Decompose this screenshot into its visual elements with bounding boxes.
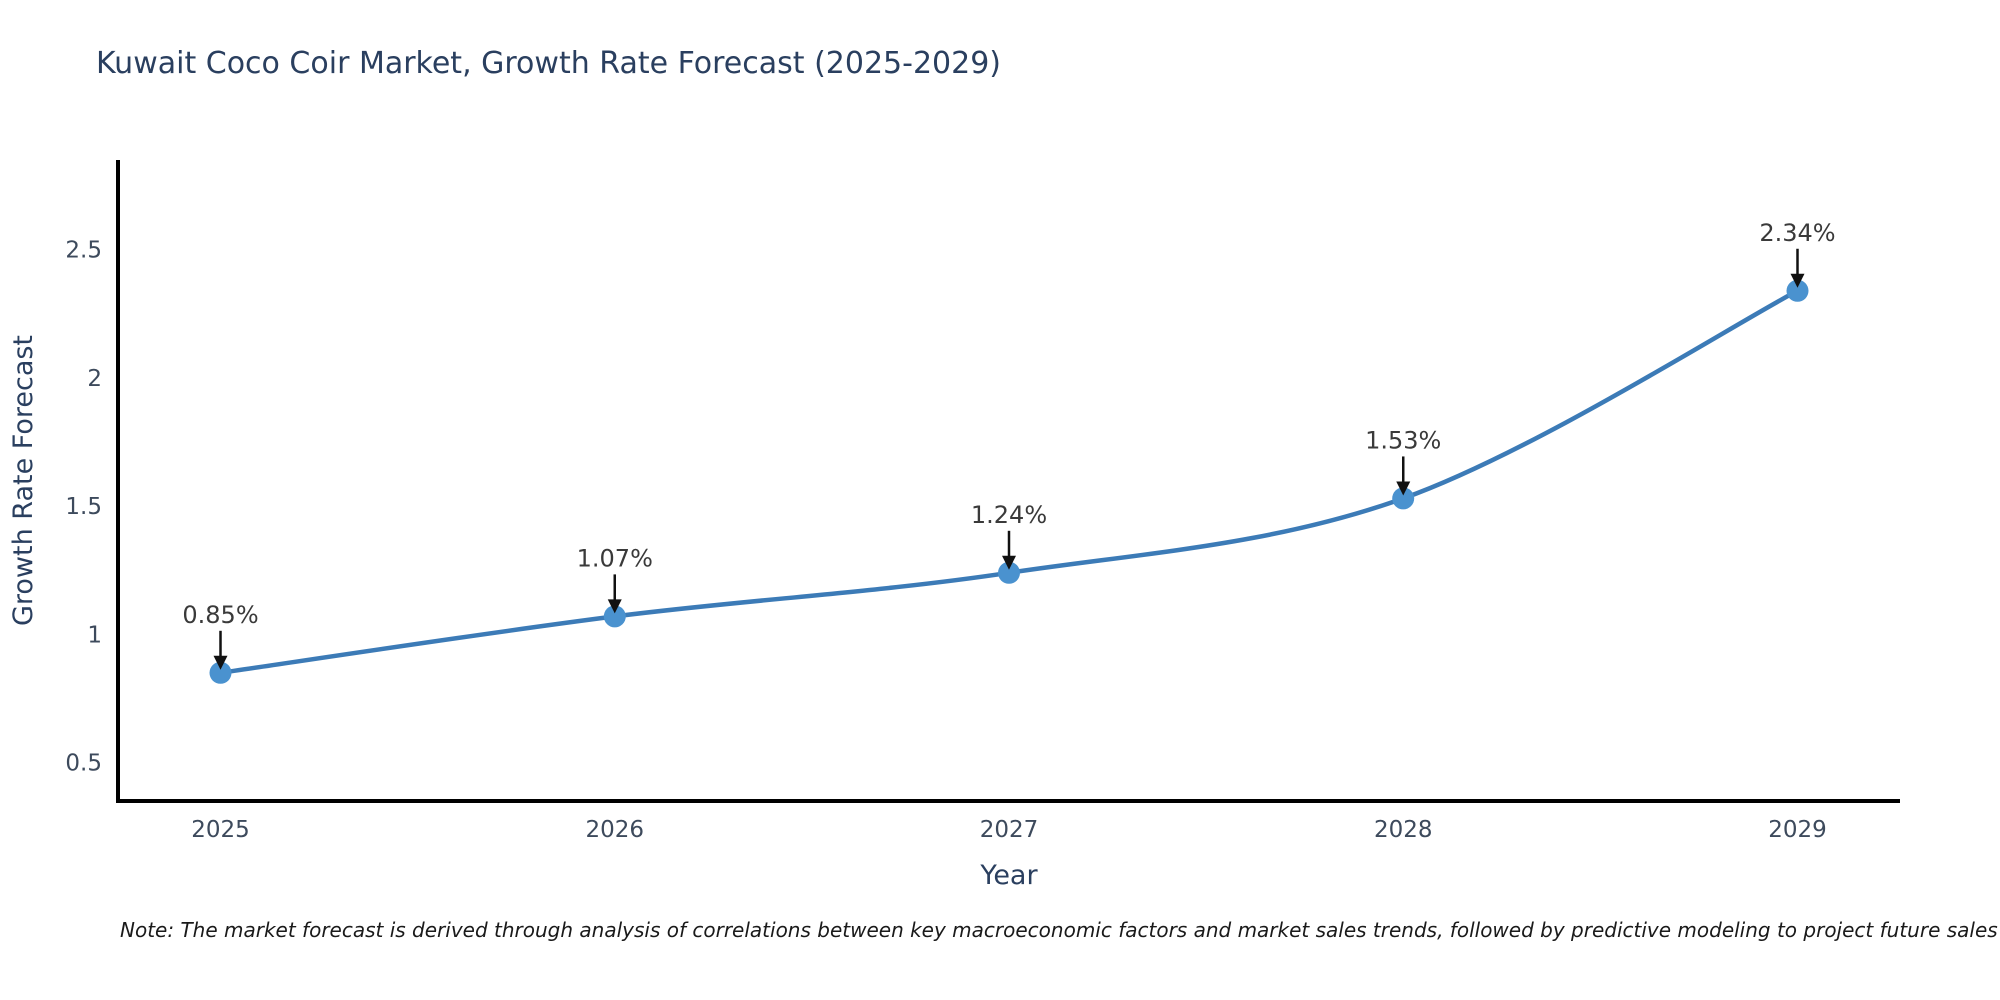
data-point-marker [1392, 487, 1415, 510]
chart-title: Kuwait Coco Coir Market, Growth Rate For… [96, 46, 1001, 81]
y-tick-label: 2 [87, 366, 102, 392]
data-point-marker [209, 661, 232, 684]
data-point-label: 2.34% [1759, 219, 1835, 247]
footnote: Note: The market forecast is derived thr… [120, 918, 1998, 942]
annotation-arrow-head [607, 599, 622, 614]
data-point-marker [1786, 279, 1809, 302]
y-tick-label: 1.5 [65, 494, 102, 520]
y-tick-label: 2.5 [65, 238, 102, 264]
y-tick-label: 1 [87, 622, 102, 648]
y-tick-label: 0.5 [65, 751, 102, 777]
annotation-arrow-head [1790, 273, 1805, 288]
x-tick-label: 2027 [980, 817, 1039, 843]
data-point-marker [998, 561, 1020, 584]
forecast-line [218, 288, 1800, 676]
annotation-arrow-head [1396, 481, 1411, 496]
x-axis-title: Year [979, 860, 1038, 891]
x-tick-label: 2028 [1374, 817, 1433, 843]
data-point-label: 1.07% [577, 544, 653, 572]
data-point-marker [603, 605, 626, 628]
x-tick-label: 2029 [1768, 817, 1827, 843]
data-point-label: 0.85% [182, 601, 258, 629]
y-axis-title: Growth Rate Forecast [8, 335, 39, 626]
x-tick-label: 2025 [191, 817, 250, 843]
data-point-label: 1.24% [971, 501, 1047, 529]
data-point-label: 1.53% [1365, 426, 1441, 454]
x-tick-label: 2026 [585, 817, 644, 843]
annotation-arrow-head [1002, 555, 1016, 570]
annotation-arrow-head [213, 655, 228, 670]
